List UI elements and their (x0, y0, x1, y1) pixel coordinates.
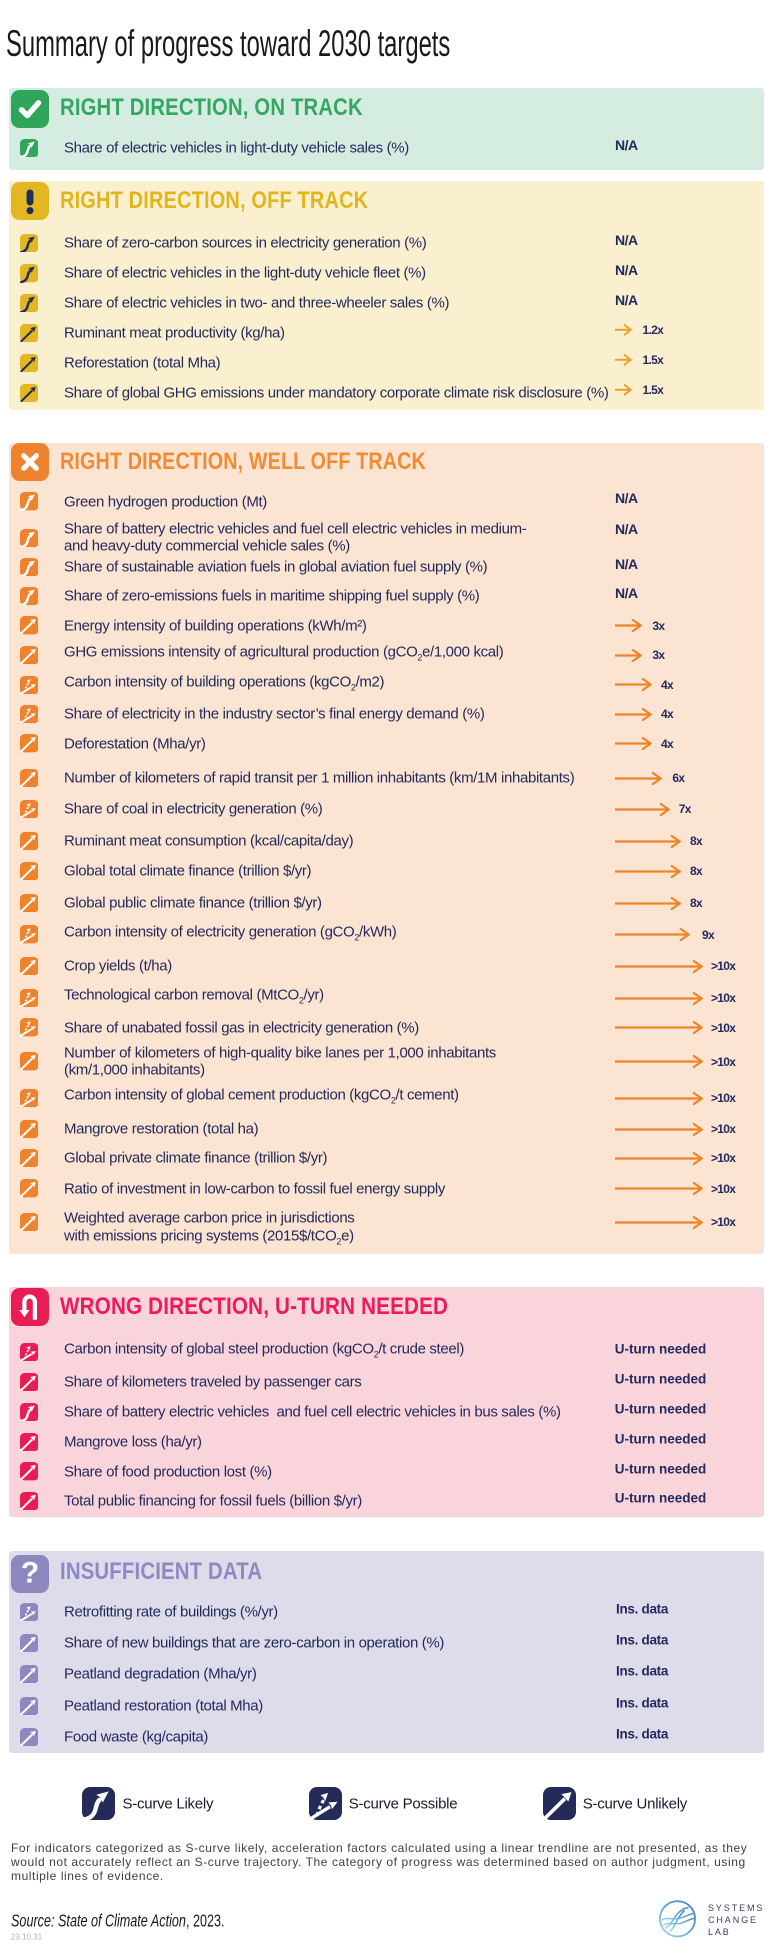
svg-text:?: ? (20, 1556, 38, 1589)
